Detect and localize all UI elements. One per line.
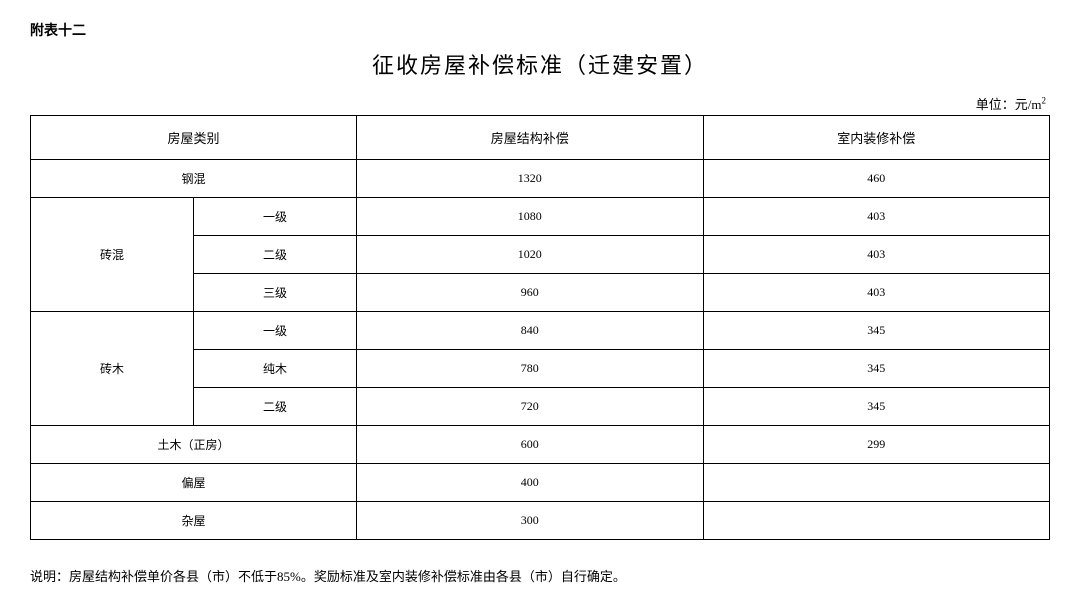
cell-decoration: 403 <box>703 274 1049 312</box>
cell-category: 土木（正房） <box>31 426 357 464</box>
cell-decoration: 403 <box>703 198 1049 236</box>
table-row: 杂屋 300 <box>31 502 1050 540</box>
cell-category: 偏屋 <box>31 464 357 502</box>
cell-subcategory: 三级 <box>194 274 357 312</box>
table-row: 土木（正房） 600 299 <box>31 426 1050 464</box>
cell-structure: 1020 <box>357 236 703 274</box>
header-category: 房屋类别 <box>31 116 357 160</box>
table-header-row: 房屋类别 房屋结构补偿 室内装修补偿 <box>31 116 1050 160</box>
header-interior-compensation: 室内装修补偿 <box>703 116 1049 160</box>
table-row: 砖混 一级 1080 403 <box>31 198 1050 236</box>
cell-structure: 960 <box>357 274 703 312</box>
cell-category-group: 砖木 <box>31 312 194 426</box>
cell-structure: 1080 <box>357 198 703 236</box>
cell-structure: 600 <box>357 426 703 464</box>
cell-decoration: 345 <box>703 388 1049 426</box>
cell-subcategory: 一级 <box>194 198 357 236</box>
page-title: 征收房屋补偿标准（迁建安置） <box>30 48 1050 80</box>
cell-structure: 720 <box>357 388 703 426</box>
cell-decoration <box>703 502 1049 540</box>
cell-decoration <box>703 464 1049 502</box>
unit-label: 单位：元/m2 <box>30 94 1050 113</box>
unit-superscript: 2 <box>1042 96 1047 106</box>
table-row: 砖木 一级 840 345 <box>31 312 1050 350</box>
cell-subcategory: 一级 <box>194 312 357 350</box>
cell-structure: 840 <box>357 312 703 350</box>
cell-decoration: 345 <box>703 350 1049 388</box>
cell-decoration: 460 <box>703 160 1049 198</box>
cell-structure: 300 <box>357 502 703 540</box>
cell-structure: 1320 <box>357 160 703 198</box>
cell-subcategory: 二级 <box>194 388 357 426</box>
header-structure-compensation: 房屋结构补偿 <box>357 116 703 160</box>
cell-category: 杂屋 <box>31 502 357 540</box>
table-row: 钢混 1320 460 <box>31 160 1050 198</box>
table-row: 偏屋 400 <box>31 464 1050 502</box>
cell-decoration: 345 <box>703 312 1049 350</box>
cell-structure: 780 <box>357 350 703 388</box>
cell-decoration: 299 <box>703 426 1049 464</box>
cell-structure: 400 <box>357 464 703 502</box>
cell-subcategory: 纯木 <box>194 350 357 388</box>
cell-decoration: 403 <box>703 236 1049 274</box>
cell-subcategory: 二级 <box>194 236 357 274</box>
cell-category: 钢混 <box>31 160 357 198</box>
cell-category-group: 砖混 <box>31 198 194 312</box>
note-text: 说明：房屋结构补偿单价各县（市）不低于85%。奖励标准及室内装修补偿标准由各县（… <box>30 566 1050 585</box>
annex-label: 附表十二 <box>30 20 1050 40</box>
unit-prefix: 单位：元/m <box>976 97 1042 112</box>
compensation-table: 房屋类别 房屋结构补偿 室内装修补偿 钢混 1320 460 砖混 一级 108… <box>30 115 1050 540</box>
